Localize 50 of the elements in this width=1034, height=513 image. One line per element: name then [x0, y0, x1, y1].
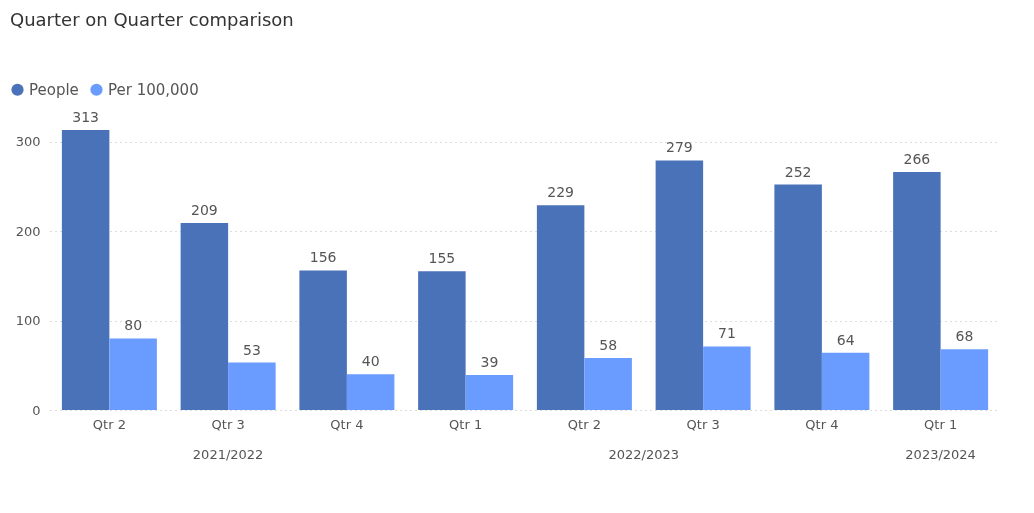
- data-label: 209: [191, 202, 218, 219]
- y-tick-label: 100: [15, 313, 41, 329]
- bar: [109, 338, 157, 410]
- bar: [940, 349, 989, 410]
- bar: [346, 374, 395, 410]
- bar: [655, 160, 704, 410]
- bar: [228, 362, 276, 410]
- data-label: 229: [547, 184, 574, 201]
- data-label: 71: [717, 325, 736, 342]
- bar: [774, 184, 822, 410]
- data-label: 279: [666, 139, 693, 156]
- data-label: 313: [72, 109, 99, 125]
- bar: [536, 205, 585, 410]
- y-tick-label: 300: [15, 134, 41, 150]
- y-tick-label: 200: [15, 223, 41, 239]
- data-label: 40: [361, 353, 380, 370]
- x-tick-label: Qtr 1: [924, 416, 958, 432]
- bar: [465, 375, 514, 410]
- bar: [299, 270, 347, 410]
- text: 2023/2024: [905, 447, 976, 462]
- x-tick-label: Qtr 2: [92, 416, 126, 432]
- data-label: 266: [903, 151, 931, 168]
- legend-label: People: [29, 80, 79, 99]
- data-label: 58: [599, 337, 618, 354]
- y-tick-label: 0: [32, 402, 41, 418]
- data-label: 156: [309, 249, 337, 266]
- data-label: 39: [480, 354, 499, 371]
- data-label: 53: [242, 341, 261, 358]
- bar: [821, 352, 870, 410]
- data-label: 155: [428, 250, 456, 267]
- text: 2022/2023: [608, 447, 680, 462]
- x-tick-label: Qtr 1: [449, 416, 483, 432]
- x-tick-label: Qtr 3: [686, 416, 720, 432]
- data-label: 252: [784, 163, 812, 180]
- x-tick-label: Qtr 4: [805, 416, 839, 432]
- text: 2021/2022: [192, 447, 264, 462]
- bar: [418, 271, 466, 410]
- x-tick-label: Qtr 2: [567, 416, 601, 432]
- legend-label: Per 100,000: [108, 80, 199, 99]
- bar: [61, 130, 110, 410]
- bar: [180, 223, 229, 410]
- x-tick-label: Qtr 4: [330, 416, 364, 432]
- bar: [893, 172, 941, 410]
- chart-title: Quarter on Quarter comparison: [10, 9, 294, 30]
- bar: [703, 346, 751, 410]
- bar: [584, 358, 632, 410]
- data-label: 64: [836, 331, 855, 348]
- data-label: 68: [955, 328, 974, 345]
- x-tick-label: Qtr 3: [211, 416, 245, 432]
- data-label: 80: [124, 317, 143, 334]
